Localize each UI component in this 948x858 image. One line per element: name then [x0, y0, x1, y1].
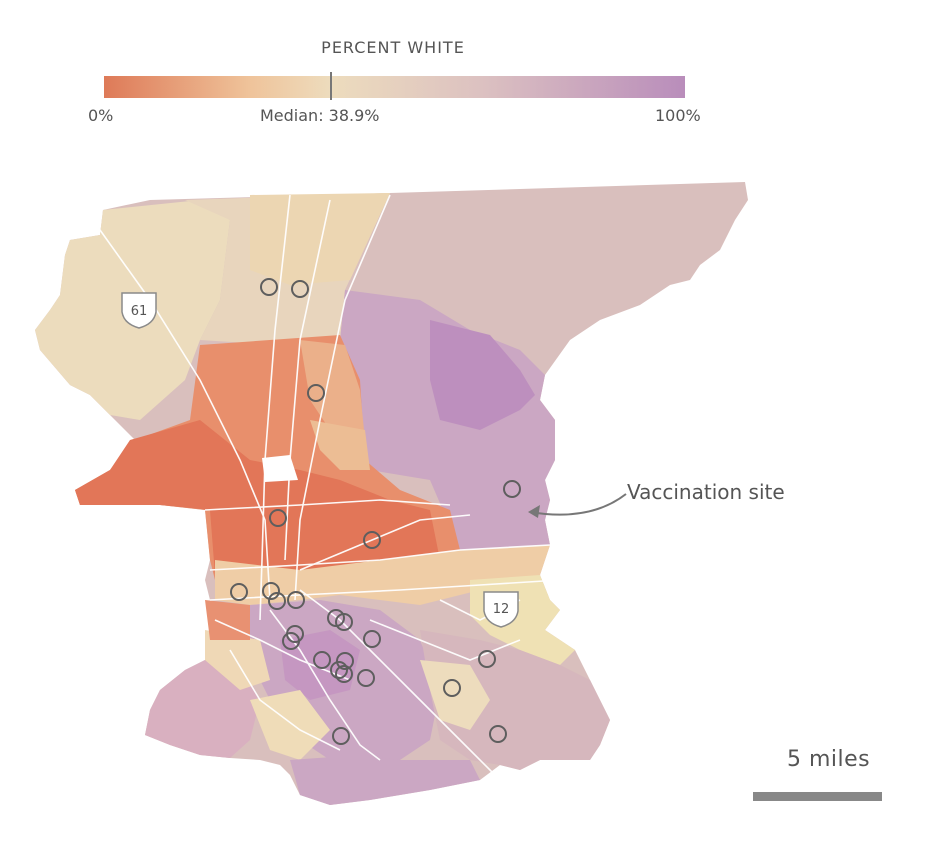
vaccination-site-marker: [330, 661, 348, 679]
vaccination-site-marker: [489, 725, 507, 743]
tract-south-deep: [280, 630, 360, 700]
vaccination-site-marker: [336, 652, 354, 670]
vaccination-site-marker: [287, 591, 305, 609]
vaccination-site-marker: [268, 592, 286, 610]
highway-12-shield: 12: [483, 591, 519, 628]
highway-61-label: 61: [131, 304, 148, 319]
median-tick: [330, 72, 332, 100]
vaccination-site-marker: [335, 613, 353, 631]
vaccination-site-marker: [307, 384, 325, 402]
vaccination-site-marker: [282, 632, 300, 650]
legend-median-label: Median: 38.9%: [260, 106, 380, 125]
tract-south-bottom: [290, 755, 480, 805]
legend-max-label: 100%: [655, 106, 701, 125]
vaccination-site-marker: [357, 669, 375, 687]
tract-south-west: [145, 660, 260, 758]
scale-bar: [753, 792, 882, 801]
tract-south-band: [215, 545, 550, 605]
color-scale-bar: [104, 76, 685, 98]
tract-north-2: [250, 193, 390, 285]
vaccination-site-marker: [313, 651, 331, 669]
tract-south-west-beige: [205, 630, 270, 690]
vaccination-site-marker: [230, 583, 248, 601]
vaccination-site-marker: [443, 679, 461, 697]
vaccination-site-marker: [335, 665, 353, 683]
legend-min-label: 0%: [88, 106, 114, 125]
vaccination-site-marker: [262, 582, 280, 600]
vaccination-site-marker: [363, 630, 381, 648]
vaccination-sites: [230, 278, 521, 745]
vaccination-site-marker: [260, 278, 278, 296]
tract-east-dark: [430, 320, 535, 430]
tract-core-lightorange: [300, 340, 365, 440]
scale-label: 5 miles: [787, 747, 871, 772]
vaccination-site-marker: [363, 531, 381, 549]
legend-title: PERCENT WHITE: [321, 38, 465, 57]
vaccination-site-marker: [332, 727, 350, 745]
vaccination-site-marker: [478, 650, 496, 668]
vaccination-site-marker: [291, 280, 309, 298]
road-network: [99, 194, 561, 781]
vaccination-site-marker: [269, 509, 287, 527]
highway-12-label: 12: [493, 602, 510, 617]
callout-label: Vaccination site: [627, 480, 785, 504]
tract-west-orange: [205, 600, 250, 640]
highway-61-shield: 61: [121, 292, 157, 329]
callout-arrow: [528, 493, 627, 518]
vaccination-site-marker: [503, 480, 521, 498]
tract-core-peach: [310, 420, 370, 470]
